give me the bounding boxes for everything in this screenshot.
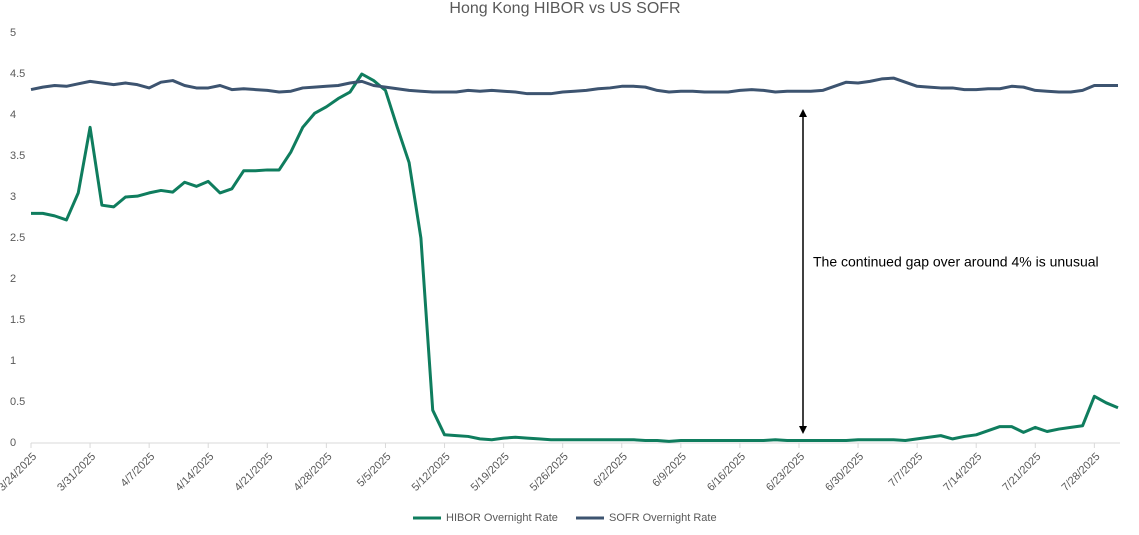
x-tick-label: 4/7/2025 <box>119 451 158 490</box>
x-tick-label: 5/5/2025 <box>355 451 394 490</box>
x-tick-label: 6/23/2025 <box>764 451 807 494</box>
x-tick-label: 3/31/2025 <box>55 451 98 494</box>
annotation: The continued gap over around 4% is unus… <box>813 254 1099 270</box>
x-tick-label: 5/26/2025 <box>528 451 571 494</box>
x-tick-label: 4/21/2025 <box>232 451 275 494</box>
y-tick-label: 1.5 <box>10 314 25 326</box>
y-tick-label: 5 <box>10 27 16 39</box>
y-tick-label: 0 <box>10 437 16 449</box>
series-line <box>30 76 1118 96</box>
x-tick-label: 3/24/2025 <box>0 451 39 494</box>
x-tick-label: 6/9/2025 <box>650 451 689 490</box>
x-tick-label: 7/28/2025 <box>1059 451 1102 494</box>
x-tick-label: 4/28/2025 <box>291 451 334 494</box>
x-tick-label: 7/7/2025 <box>887 451 926 490</box>
y-tick-label: 4.5 <box>10 68 25 80</box>
y-tick-label: 2.5 <box>10 232 25 244</box>
y-tick-label: 1 <box>10 355 16 367</box>
x-tick-label: 7/21/2025 <box>1000 451 1043 494</box>
chart-title: Hong Kong HIBOR vs US SOFR <box>449 0 680 17</box>
legend-label: HIBOR Overnight Rate <box>446 512 558 524</box>
y-tick-label: 3.5 <box>10 150 25 162</box>
y-tick-label: 4 <box>10 109 16 121</box>
x-tick-label: 6/30/2025 <box>823 451 866 494</box>
x-tick-label: 7/14/2025 <box>941 451 984 494</box>
series-line <box>31 72 1119 443</box>
x-tick-label: 5/12/2025 <box>410 451 453 494</box>
x-tick-label: 6/2/2025 <box>591 451 630 490</box>
y-tick-label: 3 <box>10 191 16 203</box>
x-tick-label: 6/16/2025 <box>705 451 748 494</box>
y-tick-label: 2 <box>10 273 16 285</box>
x-tick-label: 4/14/2025 <box>173 451 216 494</box>
y-tick-label: 0.5 <box>10 396 25 408</box>
x-tick-label: 5/19/2025 <box>469 451 512 494</box>
legend-label: SOFR Overnight Rate <box>609 512 717 524</box>
